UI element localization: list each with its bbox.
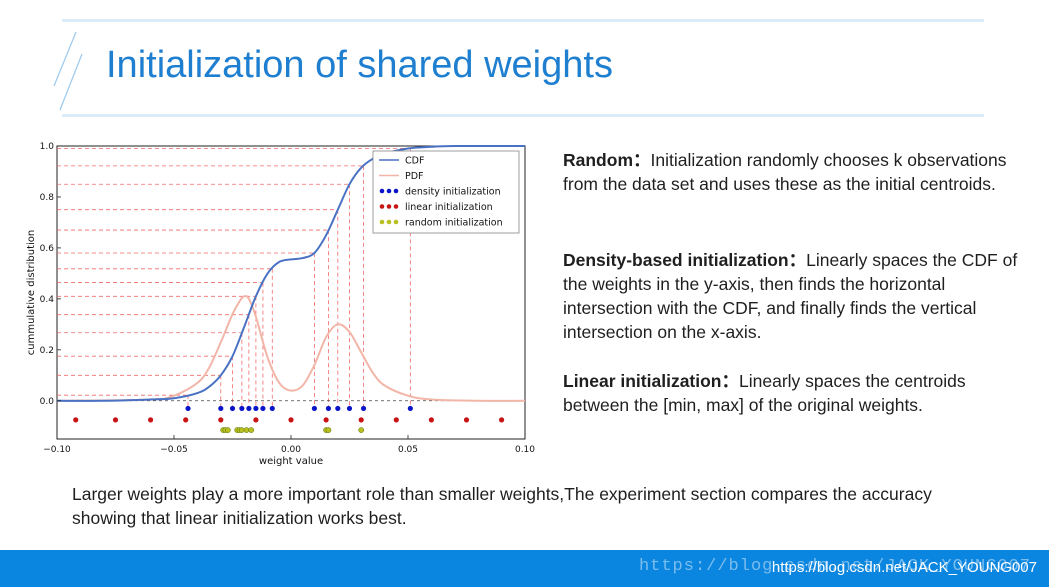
y-tick-label: 0.4 (40, 295, 55, 305)
density-marker (407, 405, 413, 412)
linear-marker (288, 417, 294, 423)
linear-marker (73, 417, 79, 423)
top-divider (62, 19, 984, 22)
random-marker (325, 427, 332, 433)
method-linear-name: Linear initialization： (563, 371, 739, 391)
linear-marker (112, 417, 119, 423)
slide-title: Initialization of shared weights (106, 44, 613, 86)
y-axis-label: cummulative distribution (26, 230, 37, 356)
linear-marker (393, 417, 399, 423)
linear-marker (183, 417, 189, 423)
random-marker (358, 427, 365, 433)
legend-swatch-dot (393, 204, 399, 209)
y-tick-label: 0.2 (40, 346, 54, 356)
method-linear: Linear initialization：Linearly spaces th… (563, 369, 1023, 417)
legend-label: CDF (405, 156, 424, 167)
legend-swatch-dot (379, 219, 385, 225)
method-density: Density-based initialization：Linearly sp… (563, 248, 1023, 344)
legend-swatch-dot (393, 188, 399, 194)
footer-bar: https://blog.csdn.net/JACK_YOUNG007 http… (0, 550, 1049, 587)
random-marker (248, 427, 255, 433)
legend-label: density initialization (405, 187, 501, 198)
method-random-name: Random： (563, 150, 651, 170)
method-density-text: Linearly spaces the CDF of the weights i… (563, 250, 1018, 342)
method-random-text: Initialization randomly chooses k observ… (563, 150, 1007, 194)
density-marker (185, 405, 191, 412)
density-marker (229, 405, 236, 412)
linear-marker (428, 417, 434, 423)
chart-axes: −0.10 −0.05 0.00 0.05 0.10 0.0 0.2 0.4 0.6 0.8 1.0 (40, 142, 536, 455)
footer-url[interactable]: https://blog.csdn.net/JACK_YOUNG007 (771, 559, 1037, 576)
legend-label: random initialization (405, 218, 503, 229)
linear-marker (218, 417, 224, 423)
density-marker (346, 405, 353, 412)
density-marker (246, 405, 252, 412)
title-slash-decoration (53, 31, 83, 111)
density-marker (218, 405, 224, 412)
legend-swatch-dot (386, 219, 392, 225)
linear-marker (463, 417, 470, 423)
conclusion-note: Larger weights play a more important rol… (72, 484, 932, 528)
density-marker (335, 405, 341, 412)
y-tick-label: 0.6 (40, 244, 55, 254)
y-tick-label: 0.0 (40, 397, 55, 407)
legend-label: PDF (405, 171, 424, 182)
legend-swatch-dot (379, 204, 385, 209)
legend-swatch-dot (379, 188, 385, 194)
chart-legend: CDF PDF density initialization linear initi… (372, 150, 520, 234)
density-marker (325, 405, 332, 412)
legend-swatch-dot (386, 188, 392, 194)
x-tick-label: −0.05 (160, 445, 188, 455)
method-density-name: Density-based initialization： (563, 250, 807, 270)
x-tick-label: −0.10 (43, 445, 71, 455)
linear-marker (323, 417, 329, 423)
linear-marker (499, 417, 505, 423)
x-tick-label: 0.05 (398, 445, 418, 455)
legend-swatch-dot (386, 204, 392, 209)
init-markers (73, 405, 505, 433)
linear-marker (148, 417, 154, 423)
y-tick-label: 0.8 (40, 193, 55, 203)
title-underline (62, 114, 984, 117)
density-marker (311, 405, 317, 412)
random-marker (224, 427, 231, 433)
density-marker (260, 405, 266, 412)
pdf-line (56, 295, 526, 402)
random-marker (243, 427, 250, 433)
method-linear-text: Linearly spaces the centroids between th… (563, 371, 966, 415)
random-marker (239, 427, 245, 433)
method-random: Random：Initialization randomly chooses k… (563, 148, 1023, 196)
density-marker (360, 405, 367, 412)
y-tick-label: 1.0 (40, 142, 55, 152)
watermark-url: https://blog.csdn.net/JACK_YOUNG007 (638, 557, 1031, 576)
legend-label: linear initialization (405, 202, 493, 213)
density-marker (253, 405, 259, 412)
x-tick-label: 0.10 (515, 445, 535, 455)
density-marker (269, 405, 275, 412)
x-tick-label: 0.00 (281, 445, 301, 455)
cdf-chart: −0.10 −0.05 0.00 0.05 0.10 0.0 0.2 0.4 0.6 0.8 1.0… (26, 142, 536, 466)
linear-marker (358, 417, 364, 423)
density-marker (239, 405, 245, 412)
legend-swatch-dot (393, 219, 399, 225)
x-axis-label: weight value (259, 456, 323, 466)
linear-marker (253, 417, 259, 423)
